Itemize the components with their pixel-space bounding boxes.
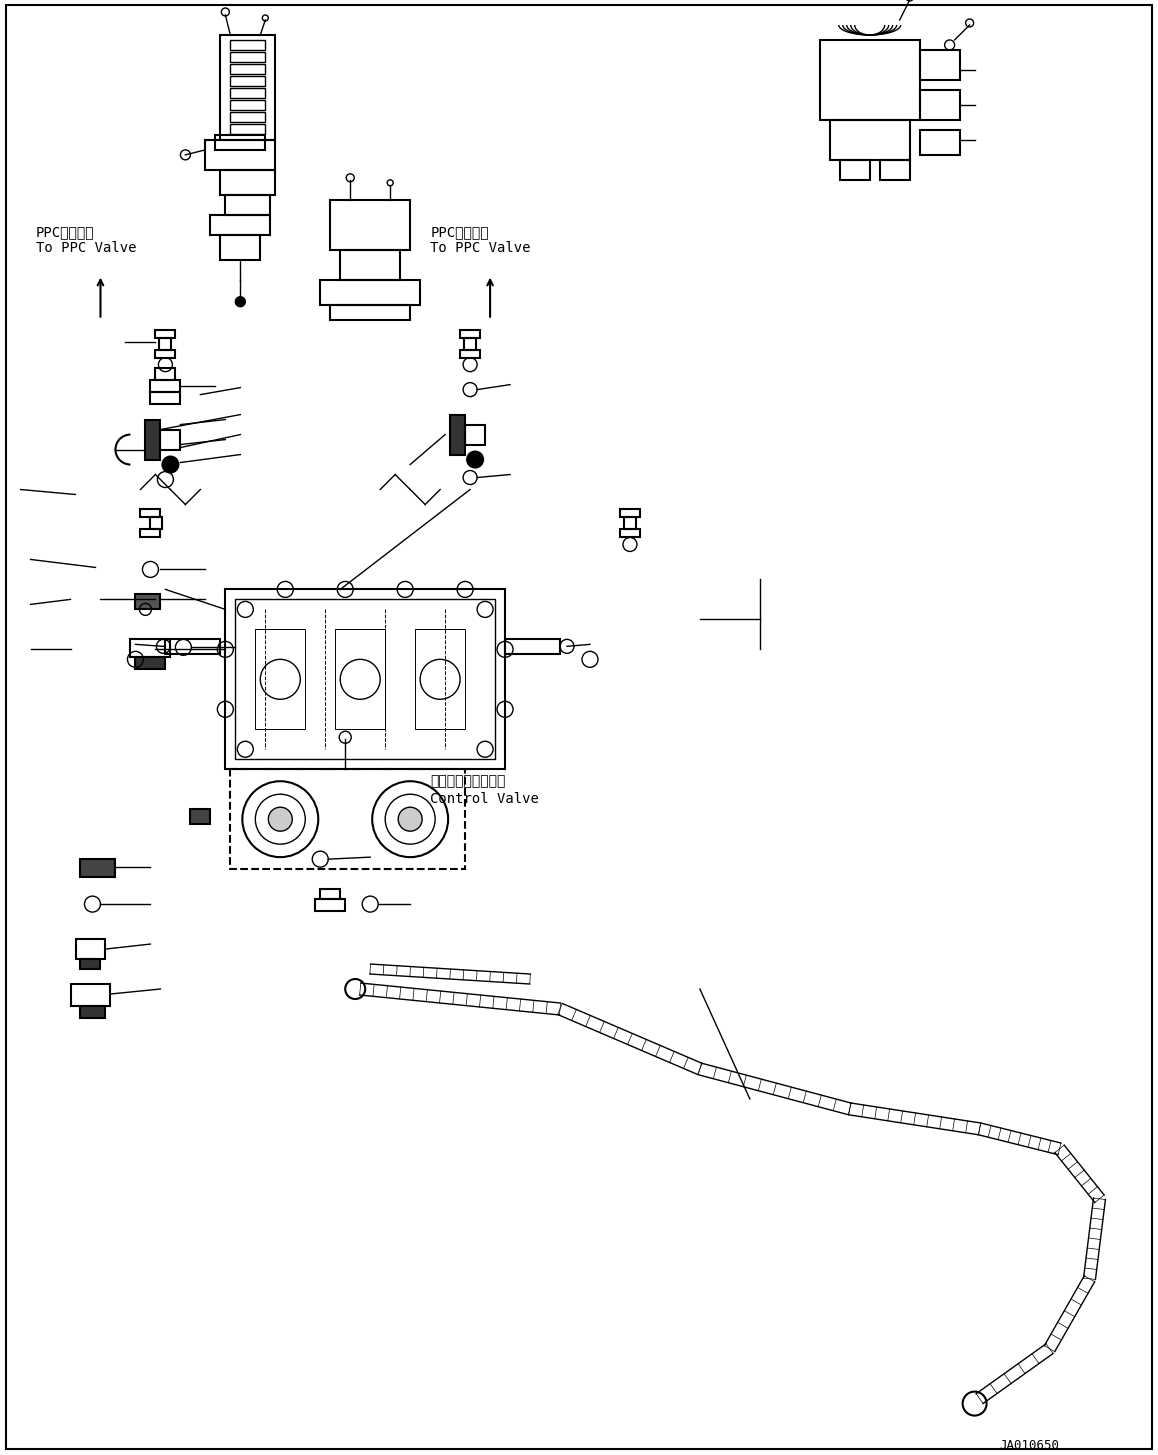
Bar [230,100,265,111]
Text: JA010650: JA010650 [999,1439,1060,1452]
Bar [315,899,345,911]
Bar [230,112,265,122]
Bar [230,87,265,97]
Bar [220,35,276,140]
Bar [151,391,181,403]
Bar [620,509,640,518]
Bar [330,199,410,250]
Circle shape [235,297,245,307]
Bar [160,338,171,349]
Circle shape [269,808,292,831]
Bar [505,639,560,655]
Bar [230,52,265,63]
Bar [624,518,636,530]
Text: PPCバルブへ
To PPC Valve: PPCバルブへ To PPC Valve [36,224,135,255]
Bar [220,234,261,260]
Bar [220,170,276,195]
Bar [880,160,910,180]
Bar [131,639,170,658]
Bar [71,984,110,1005]
Bar [820,39,919,119]
Bar [151,380,181,391]
Bar [460,330,481,338]
Bar [81,959,101,969]
Text: コントロールバルブ: コントロールバルブ [430,774,506,789]
Bar [230,770,466,869]
Bar [840,160,870,180]
Bar [140,530,161,537]
Bar [321,279,420,304]
Bar [81,1005,105,1018]
Bar [166,639,220,655]
Bar [830,119,910,160]
Bar [230,39,265,49]
Text: PPCバルブへ
To PPC Valve: PPCバルブへ To PPC Valve [430,224,530,255]
Bar [321,889,340,899]
Bar [230,124,265,134]
Bar [155,368,175,380]
Bar [416,630,466,729]
Bar [226,195,270,215]
Bar [336,630,386,729]
Bar [230,64,265,74]
Bar [151,518,162,530]
Bar [230,76,265,86]
Bar [450,415,466,454]
Bar [620,530,640,537]
Bar [75,938,105,959]
Bar [190,809,211,824]
Circle shape [398,808,423,831]
Bar [919,129,960,154]
Bar [161,429,181,450]
Bar [211,215,270,234]
Circle shape [162,457,178,473]
Bar [340,250,401,279]
Bar [255,630,306,729]
Bar [205,140,276,170]
Bar [466,425,485,445]
Bar [919,49,960,80]
Bar [81,858,116,877]
Bar [135,658,166,669]
Bar [155,330,175,338]
Bar [226,589,505,770]
Bar [215,135,265,150]
Bar [140,509,161,518]
Bar [460,349,481,358]
Circle shape [467,451,483,467]
Bar [146,419,161,460]
Bar [330,304,410,320]
Bar [155,349,175,358]
Text: Control Valve: Control Valve [430,792,538,806]
Bar [464,338,476,349]
Bar [919,90,960,119]
Bar [135,595,161,610]
Bar [235,599,496,760]
